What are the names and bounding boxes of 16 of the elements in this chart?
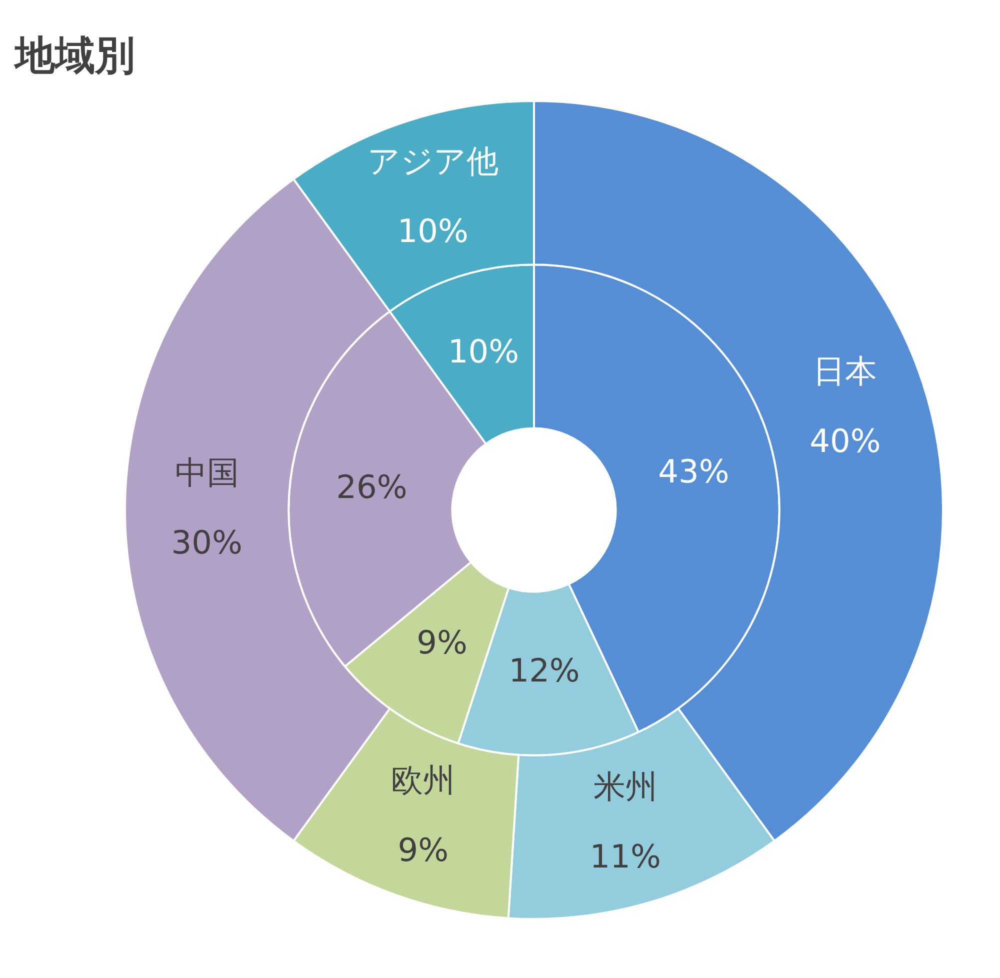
slice-label: 欧州 [391,761,456,800]
data-label: 40% [810,422,881,460]
data-label: 30% [171,523,242,562]
data-label: 12% [508,652,580,690]
data-label: 9% [416,624,468,662]
data-label: 10% [397,212,468,250]
data-label: 11% [590,838,661,876]
slice-label: 中国 [174,453,239,492]
data-label: 9% [398,831,449,870]
chart-title: 地域別 [15,32,135,81]
data-label: 43% [658,452,730,491]
slice-label: アジア他 [367,142,498,180]
data-label: 26% [336,468,408,506]
data-label: 10% [448,332,520,371]
slice-label: 米州 [593,768,658,806]
slice-label: 日本 [813,352,878,390]
